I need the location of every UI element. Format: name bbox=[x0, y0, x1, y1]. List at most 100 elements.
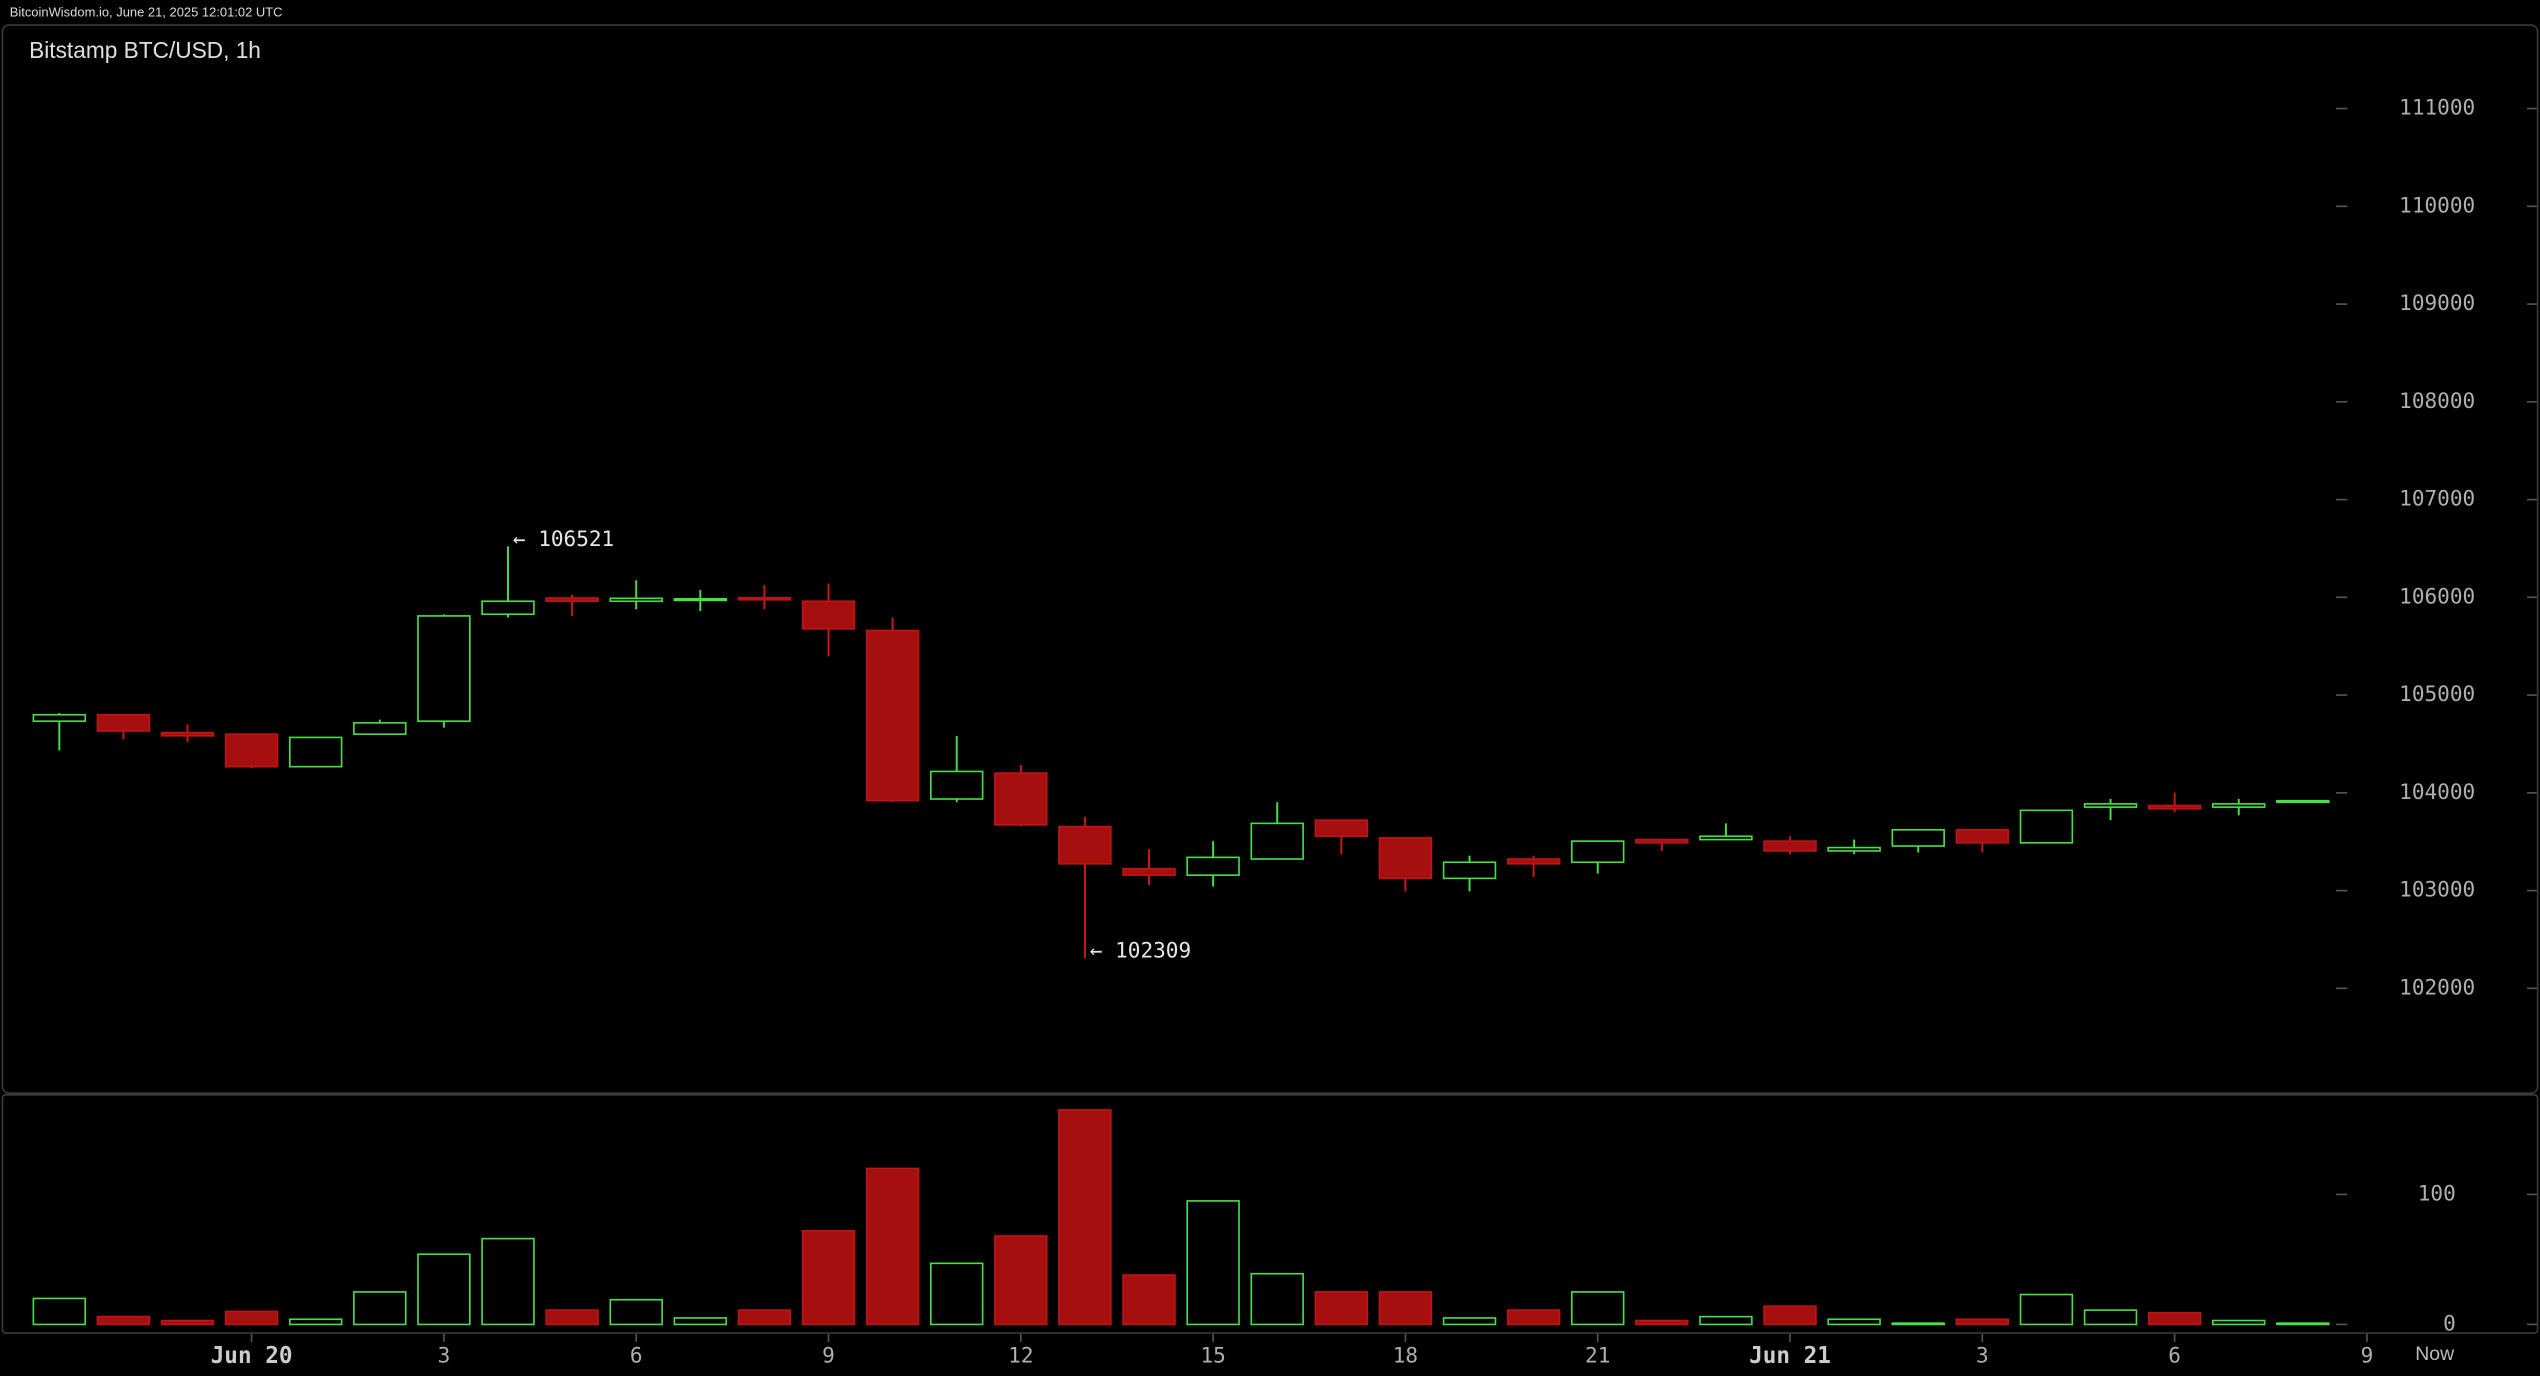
candle-body bbox=[1635, 838, 1689, 844]
candle-body bbox=[1186, 856, 1240, 876]
volume-bar bbox=[2019, 1293, 2074, 1326]
y-tick-label: 108000 bbox=[2399, 388, 2475, 413]
volume-bar bbox=[545, 1309, 599, 1326]
volume-bar bbox=[96, 1315, 151, 1326]
volume-bar bbox=[1635, 1319, 1689, 1326]
volume-bar bbox=[673, 1317, 728, 1326]
y-tick-label: 106000 bbox=[2399, 583, 2475, 608]
volume-bar bbox=[994, 1235, 1048, 1326]
annotation: ← 106521 bbox=[513, 526, 614, 551]
volume-bar bbox=[2276, 1322, 2330, 1326]
candle-body bbox=[1058, 825, 1112, 865]
volume-bar bbox=[1763, 1305, 1817, 1326]
candle-body bbox=[1314, 819, 1369, 838]
candle-body bbox=[1699, 835, 1753, 841]
x-tick-label: 9 bbox=[822, 1343, 835, 1368]
volume-bar bbox=[353, 1291, 407, 1326]
volume-bar bbox=[1506, 1309, 1561, 1326]
header: BitcoinWisdom.io, June 21, 2025 12:01:02… bbox=[10, 4, 283, 19]
candle-body bbox=[1442, 861, 1497, 880]
candle-body bbox=[2147, 804, 2202, 810]
candle-body bbox=[96, 713, 151, 732]
y-tick-label: 102000 bbox=[2399, 974, 2475, 999]
now-label: Now bbox=[2415, 1343, 2455, 1365]
x-tick-label: 3 bbox=[438, 1343, 451, 1368]
candle-body bbox=[1955, 828, 2010, 844]
volume-bar bbox=[160, 1319, 215, 1326]
candle-body bbox=[2019, 809, 2074, 844]
candle-body bbox=[1122, 867, 1176, 876]
x-tick-label: 12 bbox=[1008, 1343, 1033, 1368]
volume-bar bbox=[2147, 1311, 2202, 1326]
x-tick-label: Jun 21 bbox=[1749, 1343, 1831, 1369]
volume-bar bbox=[1058, 1109, 1112, 1326]
y-tick-label: 105000 bbox=[2399, 681, 2475, 706]
candle-body bbox=[1763, 840, 1817, 852]
x-tick-label: 3 bbox=[1976, 1343, 1989, 1368]
volume-bar bbox=[481, 1237, 535, 1326]
candle-body bbox=[481, 600, 535, 616]
volume-bar bbox=[2211, 1319, 2266, 1326]
volume-bar bbox=[609, 1298, 663, 1326]
y-tick-label: 103000 bbox=[2399, 877, 2475, 902]
volume-bar bbox=[1186, 1200, 1240, 1326]
y-tick-label: 109000 bbox=[2399, 290, 2475, 315]
candle-body bbox=[929, 770, 984, 800]
y-tick-label: 110000 bbox=[2399, 192, 2475, 217]
volume-tick-label: 0 bbox=[2443, 1310, 2456, 1335]
candle-body bbox=[994, 772, 1048, 826]
candle-body bbox=[1827, 846, 1881, 852]
candle-body bbox=[417, 615, 471, 723]
volume-bar bbox=[1442, 1317, 1497, 1326]
volume-tick-label: 100 bbox=[2418, 1180, 2456, 1205]
volume-bar bbox=[737, 1309, 792, 1326]
x-tick-label: 6 bbox=[630, 1343, 643, 1368]
candle-body bbox=[2211, 803, 2266, 808]
volume-bar bbox=[929, 1262, 984, 1326]
volume-bar bbox=[1891, 1322, 1945, 1326]
x-tick-label: 15 bbox=[1200, 1343, 1225, 1368]
candle-body bbox=[609, 597, 663, 603]
volume-bar bbox=[288, 1318, 343, 1326]
volume-bar bbox=[1378, 1291, 1433, 1326]
candle-body bbox=[737, 597, 792, 601]
x-tick-label: Jun 20 bbox=[211, 1343, 293, 1369]
volume-bar bbox=[801, 1230, 856, 1326]
x-tick-label: 18 bbox=[1393, 1343, 1418, 1368]
candle-body bbox=[545, 597, 599, 603]
volume-bar bbox=[2083, 1309, 2138, 1326]
candle-body bbox=[673, 598, 728, 602]
y-tick-label: 104000 bbox=[2399, 779, 2475, 804]
candle-body bbox=[801, 600, 856, 630]
candle-body bbox=[1570, 840, 1625, 864]
volume-bar bbox=[1250, 1272, 1304, 1326]
volume-bar bbox=[1122, 1274, 1176, 1326]
candle-body bbox=[1506, 858, 1561, 865]
candle-body bbox=[2276, 799, 2330, 804]
x-tick-label: 6 bbox=[2168, 1343, 2181, 1368]
candle-body bbox=[2083, 803, 2138, 808]
candle-body bbox=[1891, 828, 1945, 847]
volume-bar bbox=[1699, 1315, 1753, 1326]
chart-title: Bitstamp BTC/USD, 1h bbox=[29, 37, 261, 63]
candle-body bbox=[353, 722, 407, 736]
volume-bar bbox=[1570, 1291, 1625, 1326]
x-tick-label: 21 bbox=[1585, 1343, 1610, 1368]
candle-body bbox=[224, 733, 279, 768]
candle-body bbox=[1378, 837, 1433, 880]
candle-body bbox=[1250, 822, 1304, 860]
volume-bar bbox=[32, 1297, 87, 1326]
candle-body bbox=[288, 736, 343, 768]
volume-bar bbox=[1827, 1318, 1881, 1326]
x-tick-label: 9 bbox=[2361, 1343, 2374, 1368]
price-panel bbox=[1, 24, 2539, 1094]
volume-bar bbox=[1314, 1291, 1369, 1326]
y-tick-label: 111000 bbox=[2399, 95, 2475, 120]
candle-body bbox=[32, 713, 87, 723]
volume-panel bbox=[1, 1093, 2539, 1334]
candle-body bbox=[865, 629, 920, 802]
annotation: ← 102309 bbox=[1090, 938, 1191, 963]
volume-bar bbox=[1955, 1318, 2010, 1326]
